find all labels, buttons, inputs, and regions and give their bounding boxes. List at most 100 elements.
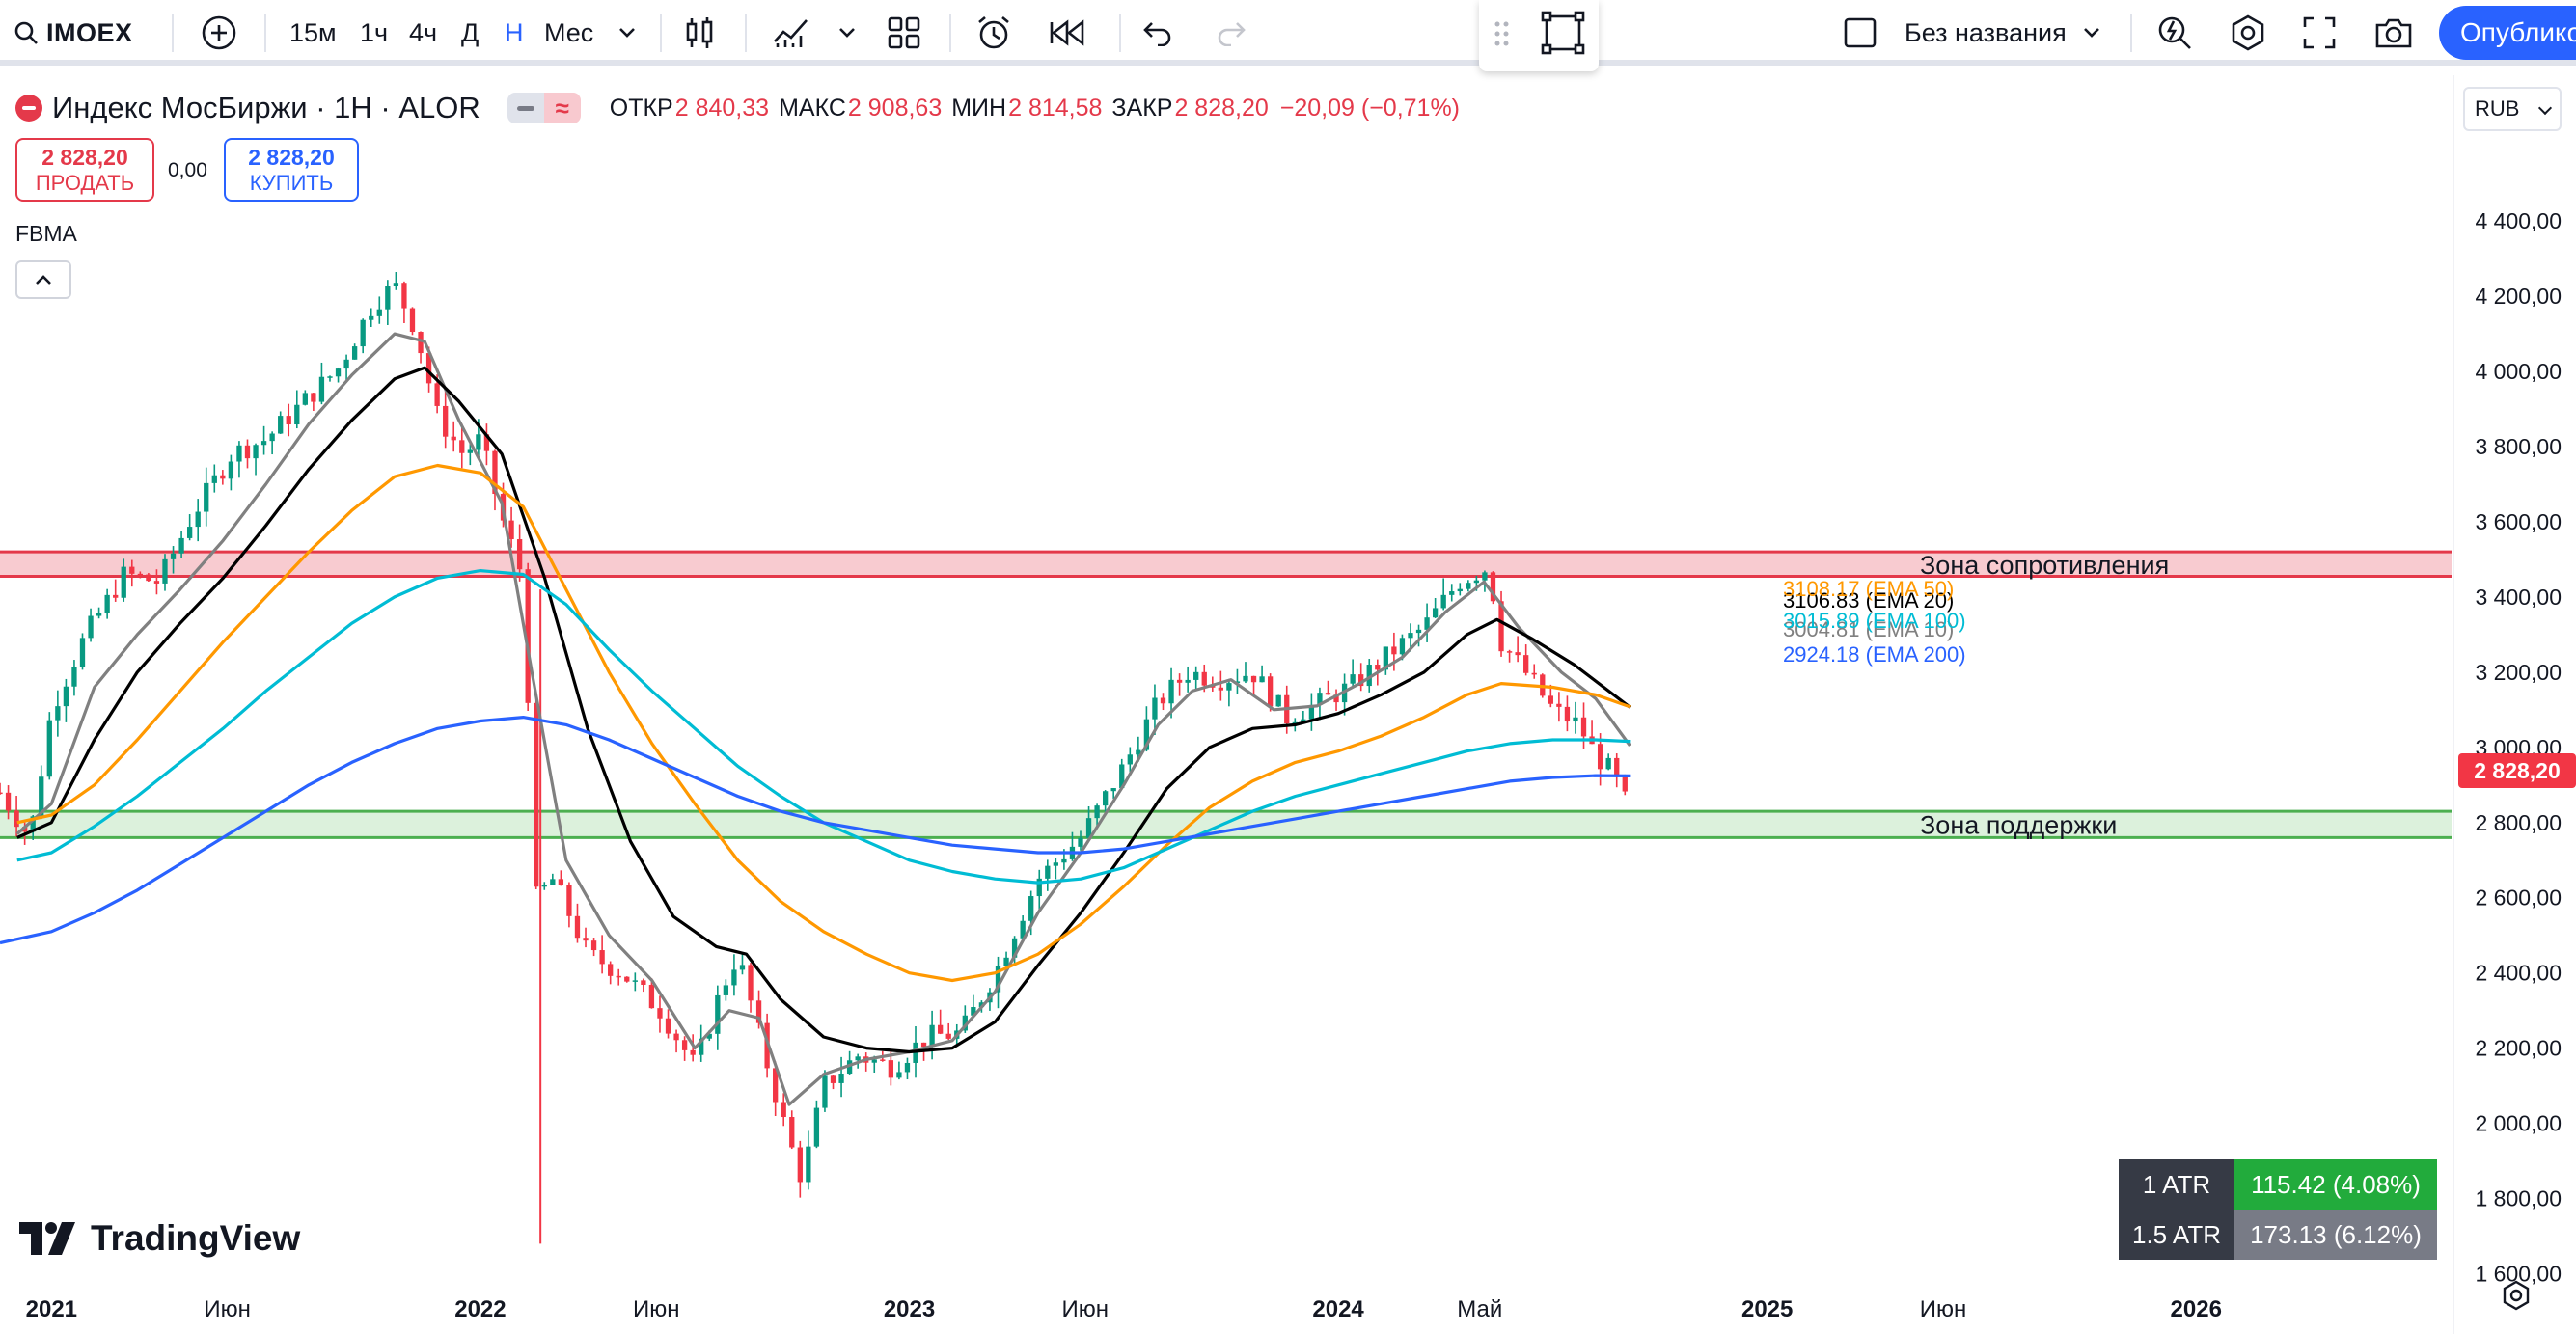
- ema-value-label: 3108.17 (EMA 50): [1783, 577, 1954, 601]
- hide-legend-button[interactable]: [507, 93, 544, 123]
- close-label: ЗАКР: [1111, 94, 1173, 122]
- gear-icon: [2232, 14, 2264, 51]
- divider: [660, 14, 662, 52]
- symbol-name: IMOEX: [46, 17, 133, 47]
- tradingview-logo-icon: [19, 1222, 75, 1255]
- candle-body: [929, 1024, 935, 1048]
- publish-button[interactable]: Опублико: [2439, 6, 2576, 60]
- quick-search-button[interactable]: [2155, 0, 2194, 66]
- candle-body: [1573, 717, 1578, 722]
- candle-body: [1308, 704, 1315, 720]
- candle-body: [121, 566, 126, 598]
- interval-day[interactable]: Д: [461, 0, 479, 66]
- candle-body: [632, 980, 638, 982]
- candle-body: [641, 980, 646, 985]
- candles-layer: [0, 271, 1628, 1244]
- indicator-label[interactable]: FBMA: [15, 221, 77, 246]
- atr-row: 1.5 ATR 173.13 (6.12%): [2119, 1210, 2437, 1260]
- candle-body: [880, 1059, 886, 1061]
- interval-15m[interactable]: 15м: [289, 0, 337, 66]
- candle-body: [220, 475, 226, 479]
- symbol-search[interactable]: IMOEX: [14, 0, 133, 66]
- candle-body: [1218, 687, 1223, 691]
- templates-button[interactable]: [886, 0, 922, 66]
- rectangle-tool-icon[interactable]: [1541, 11, 1585, 55]
- settings-button[interactable]: [2229, 0, 2267, 66]
- layout-name: Без названия: [1905, 17, 2067, 47]
- collapse-indicators-button[interactable]: [15, 260, 71, 299]
- candle-body: [113, 594, 119, 598]
- price-tick-label: 3 400,00: [2475, 585, 2562, 610]
- candle-body: [797, 1147, 803, 1183]
- buy-button[interactable]: 2 828,20 КУПИТЬ: [224, 138, 359, 202]
- interval-month[interactable]: Мес: [544, 0, 593, 66]
- interval-label: 4ч: [409, 17, 438, 47]
- price-tick-label: 4 000,00: [2475, 359, 2562, 384]
- market-status-icon[interactable]: [15, 95, 42, 122]
- undo-button[interactable]: [1142, 0, 1173, 66]
- candle-body: [1325, 693, 1331, 695]
- currency-value: RUB: [2475, 96, 2520, 121]
- chart-legend: Индекс МосБиржи · 1Н · ALOR ≈ ОТКР2 840,…: [15, 89, 1460, 127]
- time-tick-label: Июн: [1920, 1296, 1967, 1322]
- candle-body: [286, 416, 291, 425]
- candle-body: [278, 416, 284, 434]
- snapshot-button[interactable]: [2373, 0, 2414, 66]
- layout-menu[interactable]: Без названия: [1843, 0, 2101, 66]
- indicators-button[interactable]: [772, 0, 810, 66]
- alert-button[interactable]: [974, 0, 1013, 66]
- candle-body: [1614, 757, 1620, 776]
- time-tick-label: 2026: [2171, 1296, 2222, 1322]
- candle-body: [302, 393, 308, 405]
- redo-icon: [1218, 22, 1246, 46]
- currency-select[interactable]: RUB: [2463, 87, 2562, 131]
- price-tick-label: 2 000,00: [2475, 1111, 2562, 1136]
- interval-1h[interactable]: 1ч: [360, 0, 388, 66]
- candle-body: [830, 1075, 836, 1083]
- symbol-title[interactable]: Индекс МосБиржи · 1Н · ALOR: [52, 91, 480, 124]
- candle-body: [715, 994, 721, 1034]
- indicators-dropdown[interactable]: [837, 0, 857, 66]
- axis-settings-icon[interactable]: [2503, 1280, 2530, 1311]
- compare-button[interactable]: [201, 0, 237, 66]
- tradingview-logo[interactable]: TradingView: [19, 1217, 300, 1260]
- candle-body: [335, 368, 342, 377]
- interval-week[interactable]: Н: [505, 0, 524, 66]
- time-tick-label: Июн: [204, 1296, 251, 1322]
- candle-body: [838, 1074, 844, 1083]
- search-icon: [14, 21, 38, 44]
- sell-button[interactable]: 2 828,20 ПРОДАТЬ: [15, 138, 154, 202]
- redo-button[interactable]: [1216, 0, 1247, 66]
- gear-shape: [2503, 1280, 2530, 1311]
- time-tick-label: 2022: [454, 1296, 506, 1322]
- interval-dropdown[interactable]: [617, 0, 637, 66]
- price-chart[interactable]: Зона сопротивления Зона поддержки 3004.81 …: [0, 75, 2576, 1334]
- layout-icon: [1844, 17, 1877, 48]
- candle-body: [1432, 608, 1439, 618]
- price-axis[interactable]: 1 600,001 800,002 000,002 200,002 400,00…: [2453, 75, 2562, 1334]
- candle-body: [1226, 683, 1232, 691]
- candle-body: [558, 879, 564, 885]
- candle-body: [665, 1018, 671, 1034]
- time-axis[interactable]: 2021 Июн 2022 Июн 2023 Июн 2024 Май 2025 Июн 2026: [26, 1280, 2530, 1322]
- candle-body: [129, 566, 135, 574]
- candle-body: [5, 792, 12, 811]
- candle-body: [418, 332, 424, 354]
- time-tick-label: Июн: [1062, 1296, 1110, 1322]
- buy-label: КУПИТЬ: [249, 170, 334, 195]
- open-label: ОТКР: [609, 94, 673, 122]
- minus-icon: [516, 105, 534, 111]
- approx-icon[interactable]: ≈: [543, 93, 581, 123]
- candle-body: [88, 615, 94, 639]
- drag-handle-icon[interactable]: [1493, 19, 1512, 48]
- candles-icon: [686, 17, 713, 48]
- chart-type-button[interactable]: [683, 0, 716, 66]
- fullscreen-button[interactable]: [2302, 0, 2337, 66]
- sell-label: ПРОДАТЬ: [35, 170, 135, 195]
- candle-body: [1440, 594, 1446, 609]
- candle-body: [1350, 674, 1356, 684]
- replay-button[interactable]: [1050, 0, 1086, 66]
- candle-body: [1473, 580, 1480, 584]
- interval-4h[interactable]: 4ч: [409, 0, 437, 66]
- candle-body: [1457, 588, 1463, 592]
